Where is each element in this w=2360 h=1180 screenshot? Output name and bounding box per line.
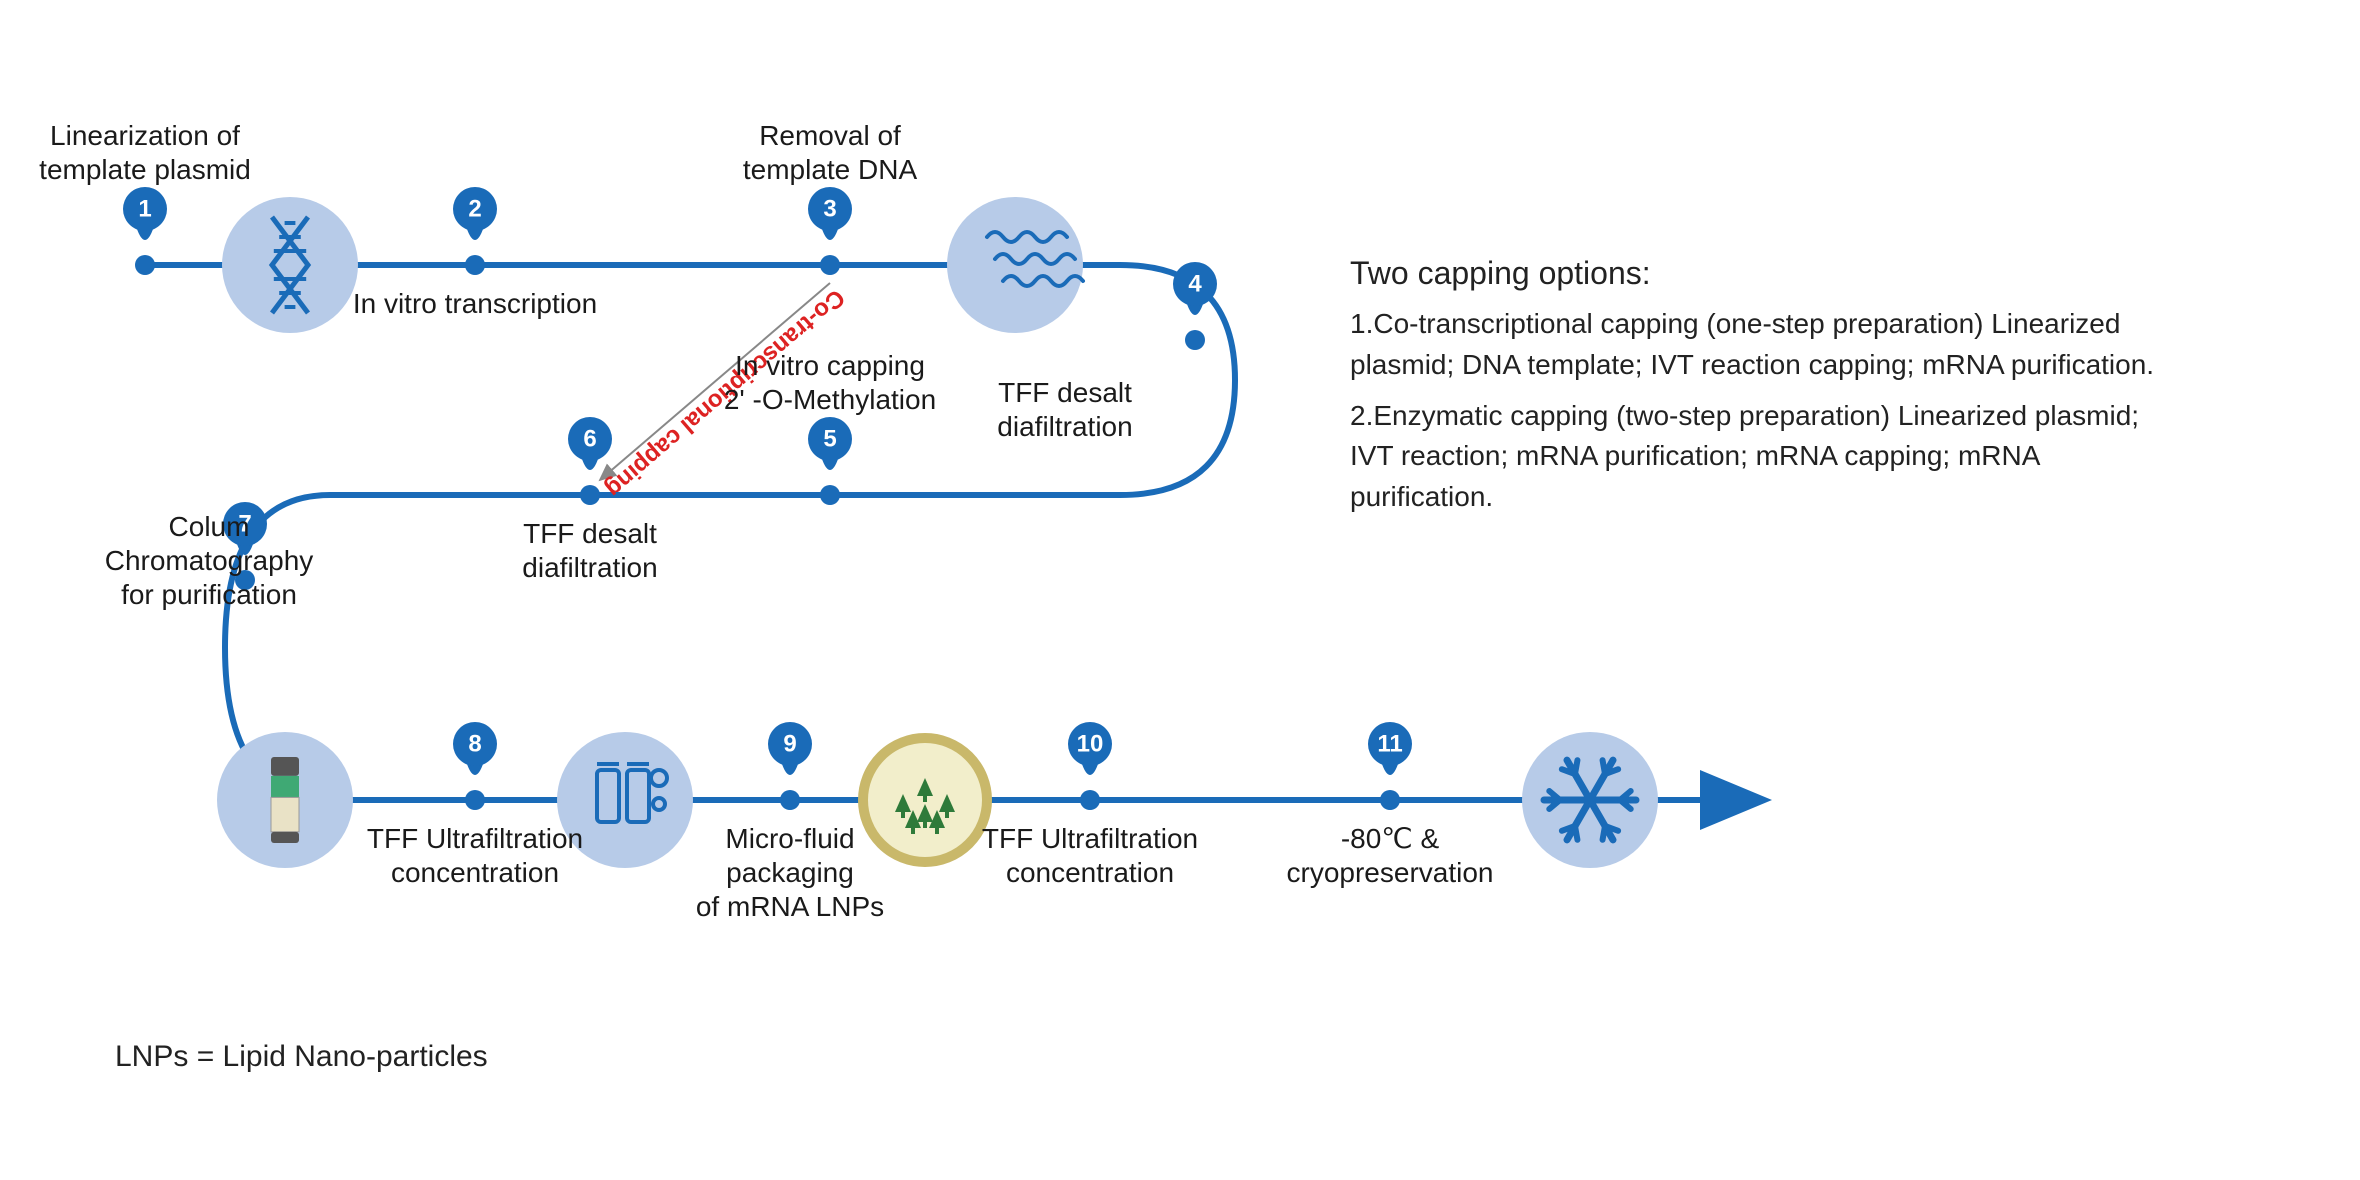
footnote-text: LNPs = Lipid Nano-particles [115, 1040, 488, 1074]
step-1-label: template plasmid [39, 154, 251, 185]
icon-node-dna [222, 197, 358, 333]
step-3-label: Removal of [759, 120, 901, 151]
svg-text:1: 1 [138, 196, 151, 223]
step-10-label: TFF Ultrafiltration [982, 823, 1198, 854]
svg-text:5: 5 [823, 426, 836, 453]
step-1: 1 [123, 187, 167, 275]
sidebar-title: Two capping options: [1350, 250, 2180, 296]
step-9-label: packaging [726, 857, 854, 888]
svg-text:8: 8 [468, 731, 481, 758]
step-3-label: template DNA [743, 154, 918, 185]
sidebar-option-2: 2.Enzymatic capping (two-step preparatio… [1350, 396, 2180, 518]
step-11-label: -80℃ & [1341, 823, 1440, 854]
step-4-label: diafiltration [997, 411, 1132, 442]
step-9-label: of mRNA LNPs [696, 891, 884, 922]
flowchart-canvas: Co-transcriptional capping1Linearization… [0, 0, 2360, 1180]
svg-text:3: 3 [823, 196, 836, 223]
step-10: 10 [1068, 722, 1112, 810]
svg-text:10: 10 [1077, 731, 1104, 758]
step-7-label: for purification [121, 579, 297, 610]
step-6-label: diafiltration [522, 552, 657, 583]
step-5: 5 [808, 417, 852, 505]
step-8: 8 [453, 722, 497, 810]
step-7-label: Colum [169, 511, 250, 542]
svg-text:6: 6 [583, 426, 596, 453]
step-5-label: In vitro capping [735, 350, 925, 381]
step-4: 4 [1173, 262, 1217, 350]
svg-text:2: 2 [468, 196, 481, 223]
shortcut-arrow [600, 283, 830, 480]
step-5-label: 2' -O-Methylation [724, 384, 936, 415]
step-6-label: TFF desalt [523, 518, 657, 549]
step-6: 6 [568, 417, 612, 505]
step-11-label: cryopreservation [1287, 857, 1494, 888]
step-8-label: concentration [391, 857, 559, 888]
step-1-label: Linearization of [50, 120, 240, 151]
step-2: 2 [453, 187, 497, 275]
column-icon [271, 757, 299, 843]
step-9: 9 [768, 722, 812, 810]
svg-text:4: 4 [1188, 271, 1202, 298]
svg-text:11: 11 [1377, 731, 1402, 758]
step-11: 11 [1368, 722, 1412, 810]
step-7-label: Chromatography [105, 545, 314, 576]
step-2-label: In vitro transcription [353, 288, 597, 319]
lnp-icon [860, 735, 990, 865]
sidebar-option-1: 1.Co-transcriptional capping (one-step p… [1350, 304, 2180, 385]
step-3: 3 [808, 187, 852, 275]
step-4-label: TFF desalt [998, 377, 1132, 408]
svg-text:9: 9 [783, 731, 796, 758]
sidebar-text: Two capping options: 1.Co-transcriptiona… [1350, 250, 2180, 517]
step-8-label: TFF Ultrafiltration [367, 823, 583, 854]
step-9-label: Micro-fluid [725, 823, 854, 854]
step-10-label: concentration [1006, 857, 1174, 888]
